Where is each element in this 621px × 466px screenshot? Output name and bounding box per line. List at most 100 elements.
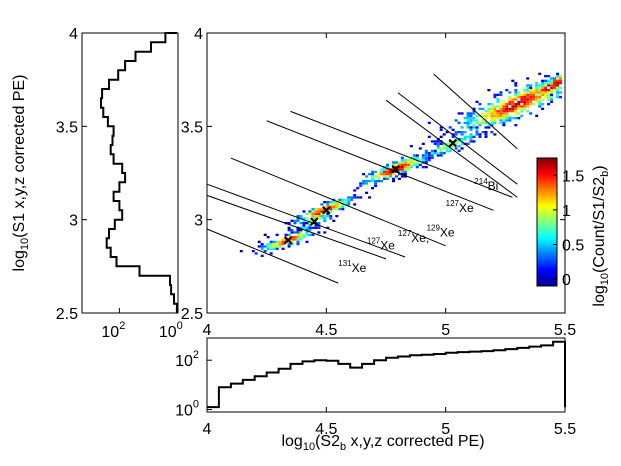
heatmap-cell	[400, 166, 404, 169]
heatmap-cell	[329, 205, 333, 208]
heatmap-cell	[538, 103, 542, 106]
heatmap-cell	[403, 159, 407, 162]
s2-x-tick-label: 4	[203, 421, 212, 438]
heatmap-cell	[514, 112, 518, 115]
heatmap-cell	[499, 93, 503, 96]
heatmap-cell	[526, 77, 530, 80]
heatmap-cell	[460, 147, 464, 150]
heatmap-cell	[392, 168, 395, 171]
heatmap-cell	[538, 86, 542, 89]
heatmap-cell	[320, 212, 324, 215]
heatmap-cell	[523, 107, 527, 110]
heatmap-cell	[529, 98, 533, 101]
heatmap-cell	[311, 226, 315, 229]
heatmap-cell	[439, 154, 443, 157]
heatmap-cell	[263, 250, 267, 253]
heatmap-cell	[478, 103, 482, 106]
heatmap-cell	[529, 93, 533, 96]
heatmap-cell	[535, 93, 539, 96]
heatmap-cell	[511, 98, 515, 101]
heatmap-cell	[556, 72, 560, 75]
main-x-ticks: 4 4.5 5 5.5	[203, 33, 576, 339]
heatmap-cell	[517, 91, 521, 94]
heatmap-cell	[526, 105, 530, 108]
heatmap-cell	[356, 187, 360, 190]
heatmap-cell	[362, 180, 366, 183]
heatmap-cell	[353, 189, 357, 192]
heatmap-cell	[424, 152, 428, 155]
heatmap-cell	[457, 140, 461, 143]
heatmap-cell	[490, 105, 494, 108]
heatmap-cell	[368, 180, 372, 183]
heatmap-cell	[538, 100, 542, 103]
heatmap-cell	[427, 135, 431, 138]
heatmap-cell	[490, 112, 494, 115]
peak-label: 131Xe	[338, 259, 366, 275]
heatmap-cell	[538, 96, 542, 99]
heatmap-cell	[538, 93, 542, 96]
heatmap-cell	[547, 89, 551, 92]
heatmap-cell	[314, 212, 318, 215]
heatmap-cell	[556, 86, 560, 89]
heatmap-cell	[484, 133, 488, 136]
heatmap-cell	[380, 170, 383, 173]
heatmap-cell	[359, 182, 363, 185]
heatmap-cell	[383, 175, 386, 178]
heatmap-cell	[272, 240, 276, 243]
heatmap-cell	[502, 112, 506, 115]
heatmap-cell	[508, 91, 512, 94]
heatmap-cell	[424, 156, 428, 159]
heatmap-cell	[535, 89, 539, 92]
heatmap-cell	[445, 131, 449, 134]
heatmap-cell	[523, 103, 527, 106]
heatmap-cell	[541, 107, 545, 110]
heatmap-cell	[409, 161, 413, 164]
heatmap-cell	[514, 105, 518, 108]
heatmap-cell	[547, 75, 551, 78]
heatmap-cell	[326, 201, 330, 204]
heatmap-cell	[556, 84, 560, 87]
heatmap-cell	[514, 89, 518, 92]
heatmap-cell	[514, 107, 518, 110]
heatmap-cell	[409, 159, 413, 162]
heatmap-cell	[290, 219, 294, 222]
heatmap-cell	[314, 226, 318, 229]
heatmap-cell	[332, 203, 336, 206]
heatmap-cell	[412, 159, 416, 162]
heatmap-cell	[493, 96, 497, 99]
heatmap-cell	[344, 201, 348, 204]
heatmap-cell	[532, 89, 536, 92]
heatmap-cell	[553, 89, 557, 92]
heatmap-cell	[544, 79, 548, 82]
heatmap-cell	[460, 142, 464, 145]
heatmap-cell	[505, 112, 509, 115]
heatmap-cell	[454, 133, 458, 136]
heatmap-cell	[538, 89, 542, 92]
s1-projection-panel: 2.5 3 3.5 4 102 100 log10(S1 x,y,z corrected…	[11, 26, 183, 341]
main-x-tick-label: 5.5	[554, 322, 576, 339]
heatmap-cell	[439, 149, 443, 152]
heatmap-cell	[475, 100, 479, 103]
heatmap-cell	[511, 117, 515, 120]
heatmap-cell	[541, 98, 545, 101]
heatmap-cell	[541, 91, 545, 94]
heatmap-cell	[472, 126, 476, 129]
heatmap-cell	[481, 131, 485, 134]
heatmap-cell	[475, 114, 479, 117]
peak-markers	[283, 138, 458, 245]
heatmap-cell	[499, 119, 503, 122]
heatmap-cell	[317, 210, 321, 213]
heatmap-cell	[392, 161, 395, 164]
heatmap-cell	[377, 173, 381, 176]
heatmap-cell	[272, 243, 276, 246]
s1-x-tick-label: 100	[159, 320, 183, 341]
heatmap-cell	[335, 215, 339, 218]
heatmap-cell	[511, 100, 515, 103]
heatmap-cell	[281, 243, 285, 246]
heatmap-cell	[475, 133, 479, 136]
heatmap-cell	[305, 222, 309, 225]
heatmap-cell	[523, 105, 527, 108]
peak-label: 127Xe	[367, 237, 395, 253]
